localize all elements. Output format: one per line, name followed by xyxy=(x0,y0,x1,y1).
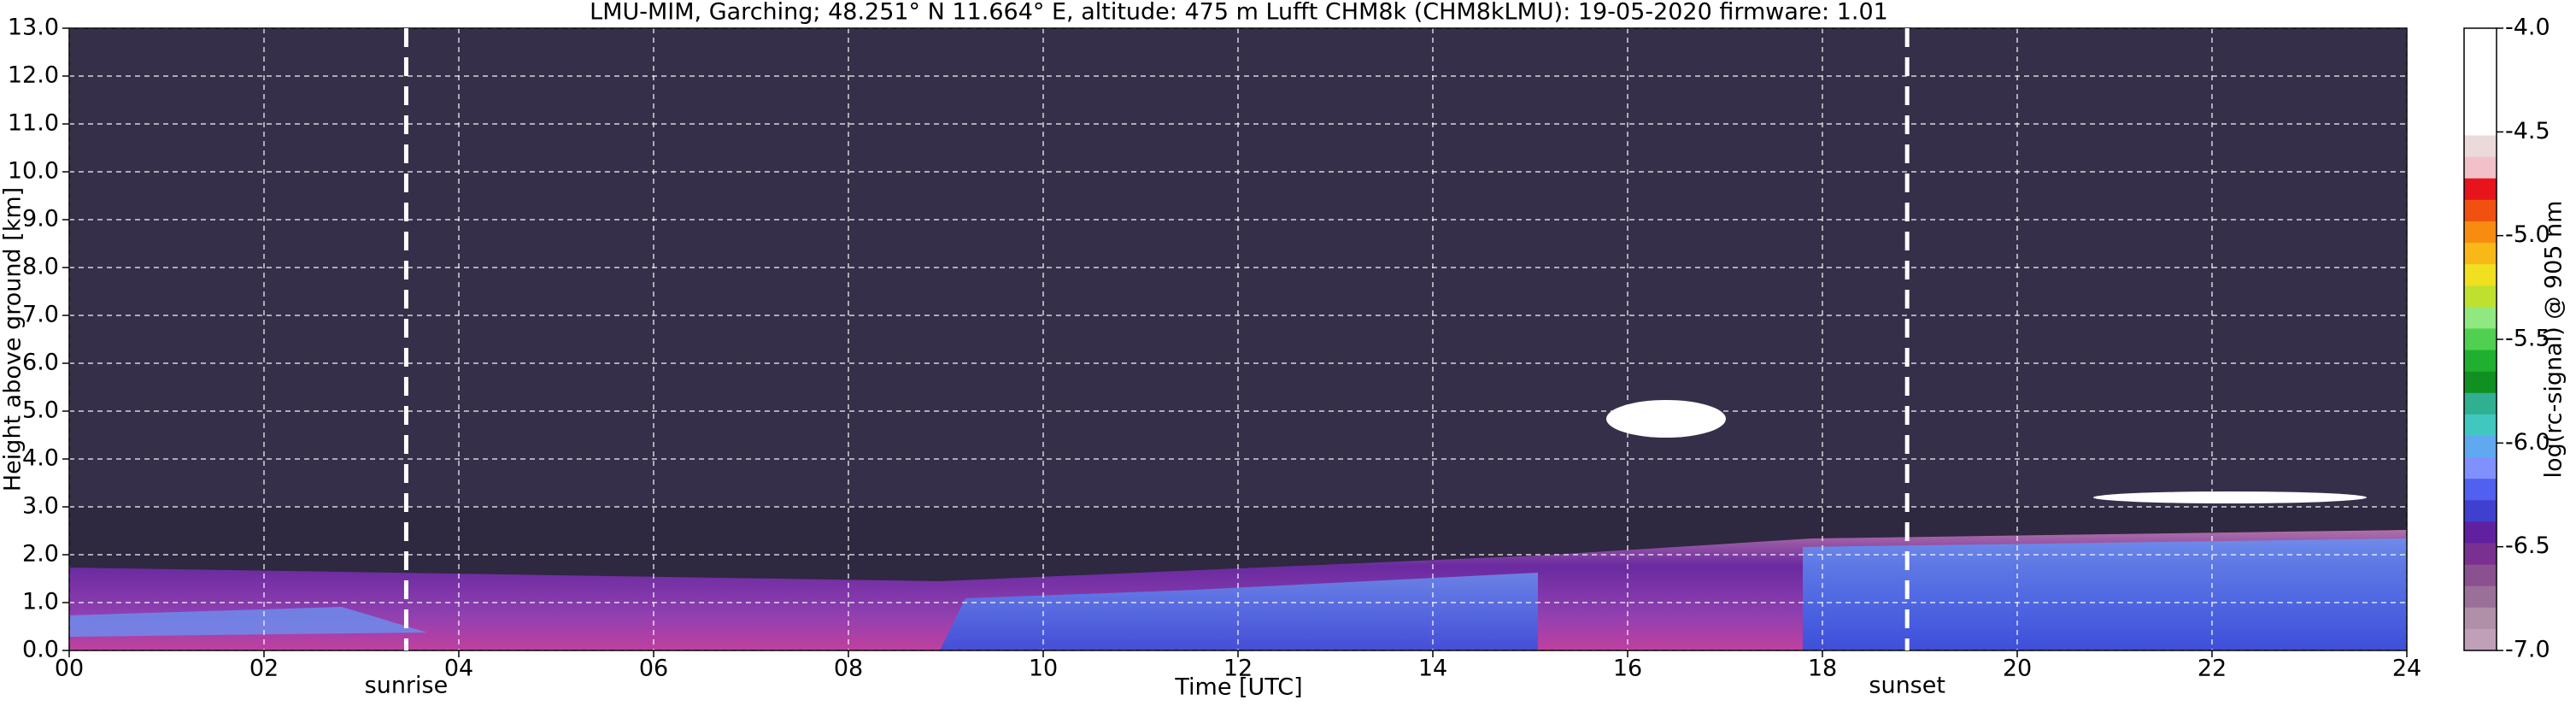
x-tick-label: 00 xyxy=(55,656,84,682)
colorbar-swatch xyxy=(2464,221,2497,244)
colorbar-swatch xyxy=(2464,414,2497,437)
cloud xyxy=(1606,400,1726,438)
x-tick-label: 16 xyxy=(1613,656,1642,682)
colorbar-swatch xyxy=(2464,264,2497,286)
marker-label: sunset xyxy=(1869,673,1945,699)
colorbar-swatch xyxy=(2464,156,2497,179)
colorbar-swatch xyxy=(2464,114,2497,137)
colorbar-swatch xyxy=(2464,371,2497,394)
colorbar-swatch xyxy=(2464,199,2497,222)
colorbar-swatch xyxy=(2464,500,2497,522)
chart-title: LMU-MIM, Garching; 48.251° N 11.664° E, … xyxy=(590,0,1888,26)
colorbar-tick-label: -7.0 xyxy=(2505,637,2550,663)
y-tick-label: 12.0 xyxy=(8,62,59,89)
colorbar-swatch xyxy=(2464,543,2497,566)
y-tick-label: 0.0 xyxy=(22,637,59,663)
y-tick-label: 8.0 xyxy=(22,254,59,280)
colorbar-swatch xyxy=(2464,350,2497,373)
colorbar-label: log(rc-signal) @ 905 nm xyxy=(2541,201,2567,479)
y-tick-label: 13.0 xyxy=(8,15,59,41)
colorbar-swatch xyxy=(2464,585,2497,609)
colorbar-tick-label: -6.0 xyxy=(2505,429,2550,456)
colorbar-swatch xyxy=(2464,50,2497,72)
colorbar-tick-label: -4.0 xyxy=(2505,15,2550,41)
colorbar-swatch xyxy=(2464,28,2497,50)
y-tick-label: 10.0 xyxy=(8,158,59,185)
cloud xyxy=(2093,491,2367,503)
boundary-layer xyxy=(940,573,1538,650)
x-tick-label: 18 xyxy=(1808,656,1837,682)
x-tick-label: 14 xyxy=(1418,656,1447,682)
marker-label: sunrise xyxy=(365,673,449,699)
colorbar-swatch xyxy=(2464,307,2497,329)
y-tick-label: 11.0 xyxy=(8,110,59,137)
colorbar-swatch xyxy=(2464,392,2497,415)
x-tick-label: 08 xyxy=(834,656,863,682)
colorbar-swatch xyxy=(2464,457,2497,479)
colorbar-swatch xyxy=(2464,135,2497,158)
y-tick-label: 6.0 xyxy=(22,350,59,376)
colorbar-swatch xyxy=(2464,328,2497,351)
y-tick-label: 9.0 xyxy=(22,206,59,232)
x-tick-label: 04 xyxy=(444,656,473,682)
colorbar-swatch xyxy=(2464,607,2497,630)
colorbar-tick-label: -5.5 xyxy=(2505,326,2550,352)
colorbar-swatch xyxy=(2464,285,2497,308)
x-tick-label: 06 xyxy=(639,656,668,682)
x-tick-label: 10 xyxy=(1029,656,1058,682)
x-tick-label: 22 xyxy=(2198,656,2227,682)
y-tick-label: 2.0 xyxy=(22,541,59,568)
colorbar-swatch xyxy=(2464,564,2497,587)
colorbar-swatch xyxy=(2464,243,2497,265)
colorbar-tick-label: -5.0 xyxy=(2505,221,2550,248)
y-tick-label: 4.0 xyxy=(22,445,59,472)
colorbar-swatch xyxy=(2464,479,2497,501)
y-tick-label: 5.0 xyxy=(22,397,59,424)
colorbar-swatch xyxy=(2464,521,2497,544)
y-tick-label: 3.0 xyxy=(22,493,59,520)
x-tick-label: 12 xyxy=(1223,656,1253,682)
y-axis-label: Height above ground [km] xyxy=(0,187,26,491)
colorbar-swatch xyxy=(2464,628,2497,651)
x-tick-label: 02 xyxy=(249,656,279,682)
y-tick-label: 7.0 xyxy=(22,302,59,328)
boundary-layer xyxy=(1803,538,2407,650)
colorbar-tick-label: -6.5 xyxy=(2505,532,2550,559)
colorbar-swatch xyxy=(2464,178,2497,201)
colorbar-tick-label: -4.5 xyxy=(2505,118,2550,144)
colorbar-swatch xyxy=(2464,435,2497,458)
x-axis-label: Time [UTC] xyxy=(1174,674,1302,701)
colorbar-swatch xyxy=(2464,71,2497,93)
y-tick-label: 1.0 xyxy=(22,589,59,615)
x-tick-label: 24 xyxy=(2392,656,2421,682)
x-tick-label: 20 xyxy=(2003,656,2032,682)
boundary-layer xyxy=(69,607,427,637)
colorbar-swatch xyxy=(2464,92,2497,115)
